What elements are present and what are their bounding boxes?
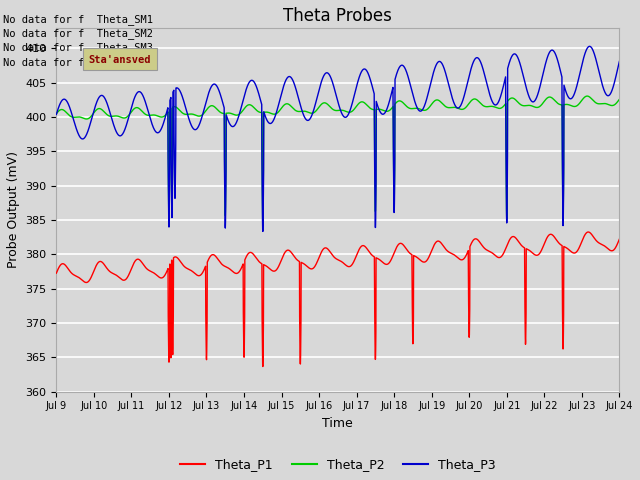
Text: Sta'ansved: Sta'ansved	[88, 55, 151, 65]
Y-axis label: Probe Output (mV): Probe Output (mV)	[7, 151, 20, 268]
Text: No data for f  Theta_SM3: No data for f Theta_SM3	[3, 42, 153, 53]
Title: Theta Probes: Theta Probes	[284, 7, 392, 25]
X-axis label: Time: Time	[323, 417, 353, 430]
Text: No data for f  Theta_SM2: No data for f Theta_SM2	[3, 28, 153, 39]
Legend: Theta_P1, Theta_P2, Theta_P3: Theta_P1, Theta_P2, Theta_P3	[175, 453, 500, 476]
Text: No data for f  Theta_SM1: No data for f Theta_SM1	[3, 13, 153, 24]
Text: No data for f  Theta_SM4: No data for f Theta_SM4	[3, 57, 153, 68]
